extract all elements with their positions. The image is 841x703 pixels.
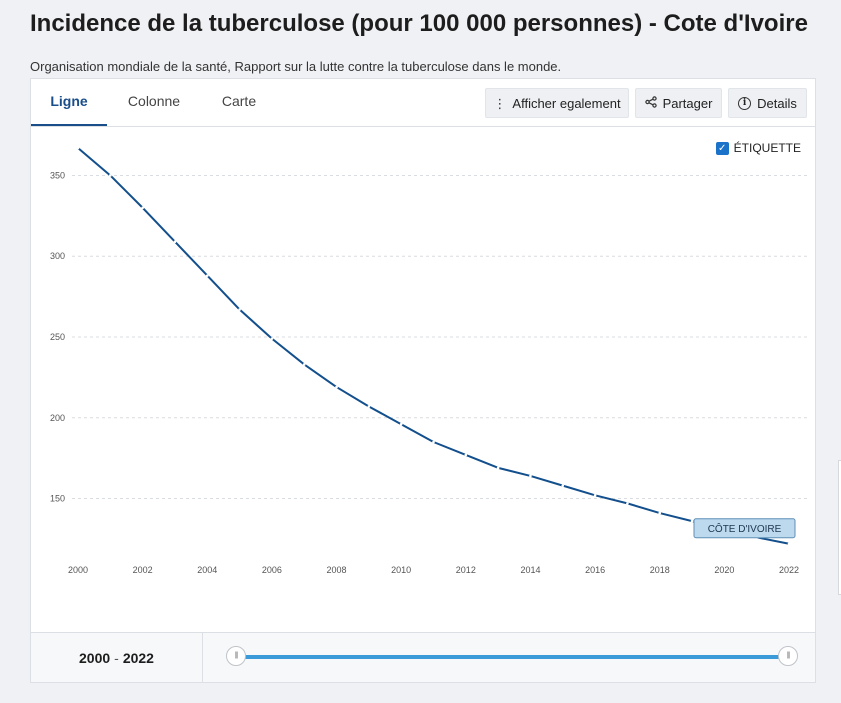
data-point [302,363,306,366]
data-point [76,146,80,150]
x-tick-label: 2008 [327,565,347,575]
y-tick-label: 200 [50,413,65,423]
data-point [367,405,371,408]
range-bar: 2000 - 2022 ||| ||| [31,632,815,682]
y-tick-label: 150 [50,494,65,504]
share-icon [644,96,657,110]
data-point [173,240,177,243]
tab-bar: Ligne Colonne Carte ⋮ Afficher egalement… [31,79,815,127]
range-separator: - [114,649,119,666]
x-tick-label: 2014 [520,565,540,575]
range-slider-end-handle[interactable]: ||| [778,646,798,666]
x-tick-label: 2016 [585,565,605,575]
x-tick-label: 2004 [197,565,217,575]
also-show-label: Afficher egalement [512,95,621,111]
data-point [464,453,468,457]
share-button[interactable]: Partager [635,88,722,118]
data-point [690,519,694,523]
x-tick-label: 2012 [456,565,476,575]
x-tick-label: 2022 [779,565,799,575]
data-point [399,422,403,426]
data-point [561,484,565,487]
range-slider-track[interactable] [237,655,789,659]
data-point [658,511,662,515]
x-tick-label: 2006 [262,565,282,575]
y-tick-label: 300 [50,251,65,261]
series-end-label: CÔTE D'IVOIRE [708,522,782,535]
side-panel-edge [838,460,841,595]
data-point [787,542,791,546]
tab-column[interactable]: Colonne [127,93,181,109]
x-tick-label: 2010 [391,565,411,575]
range-slider-start-handle[interactable]: ||| [226,646,246,666]
data-point [335,385,338,389]
tab-map[interactable]: Carte [221,93,257,109]
x-tick-label: 2020 [714,565,734,575]
label-toggle-text: ÉTIQUETTE [733,141,801,155]
page-title: Incidence de la tuberculose (pour 100 00… [30,10,808,37]
also-show-button[interactable]: ⋮ Afficher egalement [485,88,629,118]
more-vertical-icon: ⋮ [493,95,507,111]
x-tick-label: 2000 [68,565,88,575]
data-point [141,206,144,210]
share-label: Partager [662,95,713,111]
details-button[interactable]: i Details [728,88,807,118]
data-point [529,474,532,478]
details-label: Details [757,95,797,111]
chart-card: Ligne Colonne Carte ⋮ Afficher egalement… [30,78,816,683]
checkbox-checked-icon[interactable]: ✓ [715,141,729,155]
range-end: 2022 [122,649,154,666]
page-subtitle: Organisation mondiale de la santé, Rappo… [30,59,562,74]
series-line [77,147,790,545]
y-tick-label: 350 [50,170,65,180]
x-tick-label: 2018 [650,565,670,575]
x-tick-label: 2002 [133,565,153,575]
line-chart: 150 200 250 300 350 2000 2002 2004 2006 2008 2010 2… [50,146,809,575]
data-point [238,308,241,311]
y-tick-label: 250 [50,332,65,342]
range-start: 2000 [79,649,111,666]
range-label: 2000 - 2022 [31,633,203,682]
info-icon: i [738,96,752,110]
data-point [593,494,597,497]
data-point [109,174,112,177]
data-point [496,466,500,470]
data-point [626,502,629,505]
series-end-label-box [693,518,796,539]
label-toggle[interactable]: ✓ ÉTIQUETTE [715,141,801,155]
data-point [205,274,209,277]
data-point [432,440,435,444]
data-point [270,337,274,340]
tab-line[interactable]: Ligne [31,79,107,126]
